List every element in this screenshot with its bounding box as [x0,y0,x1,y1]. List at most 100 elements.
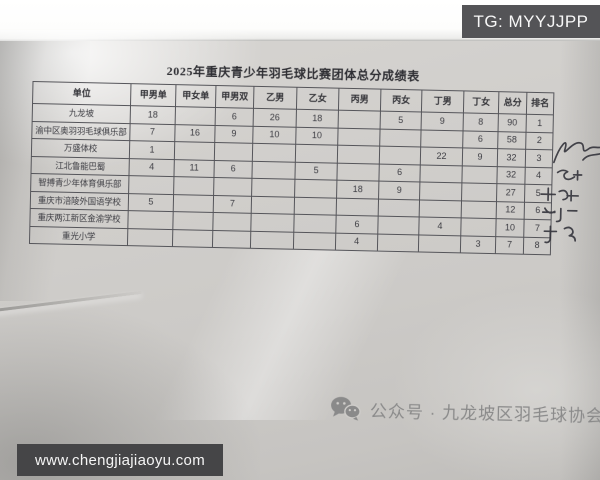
unit-cell: 智搏青少年体育俱乐部 [30,173,129,194]
score-cell [419,181,462,201]
score-cell: 27 [496,183,525,202]
score-cell [379,128,422,147]
column-header: 乙男 [253,86,297,110]
score-cell [252,143,296,162]
unit-cell: 渝中区奥羽羽毛球俱乐部 [31,120,131,141]
score-cell: 32 [496,166,526,185]
score-cell: 16 [174,124,216,143]
score-cell [418,234,461,253]
score-cell: 7 [129,123,176,142]
score-cell: 1 [129,140,175,160]
score-cell: 32 [497,148,526,167]
score-cell [337,127,381,147]
score-cell [212,229,251,249]
column-header: 丙男 [338,88,381,112]
score-cell: 18 [336,180,379,199]
column-header: 甲男单 [130,83,176,107]
score-cell [461,165,498,184]
score-cell: 3 [525,149,553,168]
score-cell [461,200,497,219]
score-cell: 6 [215,107,254,126]
score-cell [460,217,497,237]
score-cell: 4 [418,216,462,236]
column-header: 甲男双 [215,85,254,109]
score-cell [377,216,420,235]
score-cell [294,179,337,198]
unit-cell: 重庆市涪陵外国语学校 [30,190,129,211]
wechat-footer: 公众号 · 九龙坡区羽毛球协会 [330,393,600,429]
document-sheet: 2025年重庆青少年羽毛球比赛团体总分成绩表 单位 甲男单 甲女单 甲男双 乙男 乙女 丙男… [29,59,600,255]
column-header: 丁男 [421,89,464,113]
unit-cell: 九龙坡 [32,103,131,124]
unit-cell: 江北鲁能巴蜀 [31,155,130,176]
score-cell: 5 [380,111,422,130]
score-cell [336,197,379,217]
score-cell [251,160,296,180]
score-cell: 9 [214,124,254,144]
score-cell: 10 [252,125,297,145]
score-cell [174,141,215,160]
score-cell [214,142,253,161]
score-cell: 18 [296,109,339,128]
score-cell [377,233,419,252]
score-cell: 6 [462,130,499,149]
score-cell: 7 [213,194,252,214]
score-cell [128,175,174,195]
unit-cell: 重庆两江新区金渝学校 [29,208,129,229]
score-cell [420,129,464,148]
score-cell: 4 [335,232,378,252]
score-cell: 6 [378,163,421,182]
score-cell: 4 [524,166,553,185]
score-cell [461,182,497,202]
score-cell [213,177,252,196]
score-cell: 3 [460,235,496,254]
score-cell: 6 [213,159,253,179]
handwritten-annotation [540,187,579,244]
score-cell: 4 [128,158,175,177]
score-cell [250,230,294,250]
column-header: 单位 [32,81,131,106]
wechat-icon [331,396,361,421]
score-cell: 7 [495,236,524,255]
score-cell [172,211,214,230]
wechat-account-label: 公众号 · 九龙坡区羽毛球协会 [369,401,600,426]
column-header: 排名 [526,92,554,115]
score-cell: 5 [294,161,338,181]
column-header: 甲女单 [175,84,216,108]
score-cell [294,196,337,216]
score-cell [212,212,252,231]
score-cell: 9 [378,181,420,200]
score-cell: 58 [497,131,527,150]
score-cell: 18 [130,105,176,125]
score-cell: 9 [462,147,498,167]
score-cell [175,106,216,125]
score-cell [173,176,214,195]
score-cell [337,145,380,164]
score-cell: 6 [335,215,379,234]
tg-watermark: TG: MYYJJPP [462,5,600,38]
score-cell: 90 [498,113,527,132]
score-cell [250,213,295,232]
score-cell: 9 [421,111,464,131]
score-cell [127,210,174,230]
score-cell: 10 [495,218,525,237]
score-cell [172,229,213,248]
score-cell [419,164,463,183]
score-cell [338,110,381,129]
score-cell: 1 [526,114,554,133]
score-cell [295,144,338,163]
score-cell [293,231,336,251]
site-url-label: www.chengjiajiaoyu.com [34,451,205,469]
score-cell: 11 [173,159,215,178]
results-table: 单位 甲男单 甲女单 甲男双 乙男 乙女 丙男 丙女 丁男 丁女 总分 排名 九龙坡 18 6 26 18 5 9… [29,81,554,255]
column-header: 丙女 [380,89,422,112]
score-cell [379,146,421,165]
score-cell: 10 [295,126,339,146]
score-cell: 26 [253,108,297,127]
score-cell: 8 [463,112,499,132]
score-cell: 22 [420,146,463,166]
column-header: 丁女 [463,90,499,114]
unit-cell: 万盛体校 [31,138,130,159]
score-cell [127,228,173,247]
score-cell [173,194,214,213]
